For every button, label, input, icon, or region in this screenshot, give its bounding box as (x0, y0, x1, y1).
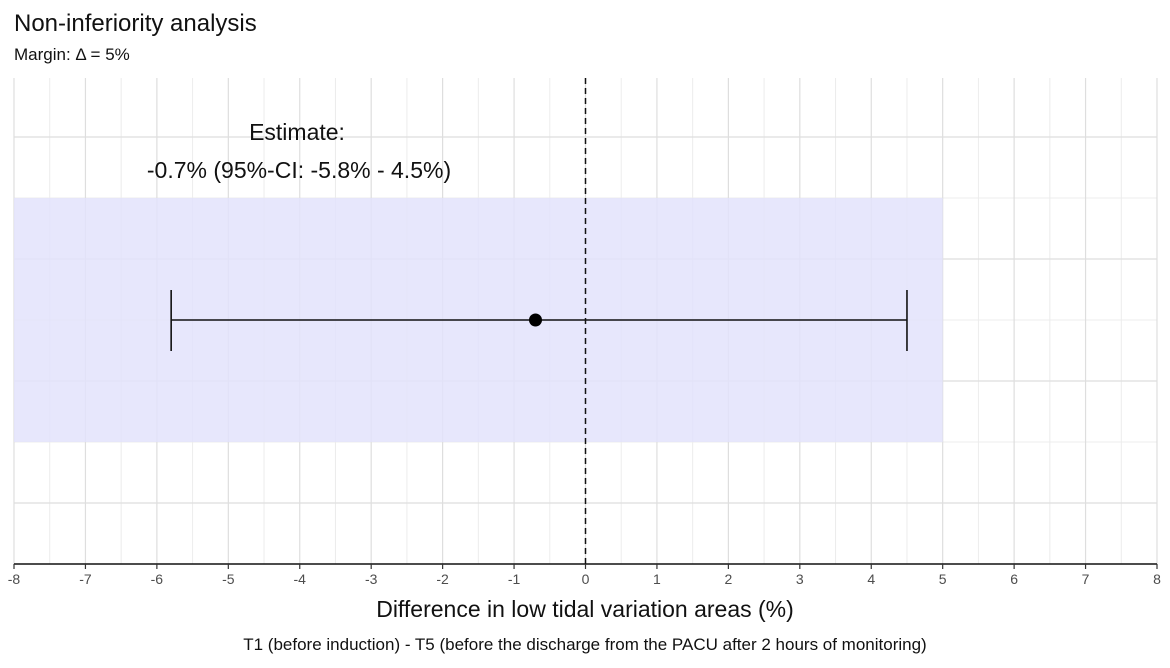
x-tick-label: 8 (1153, 571, 1161, 587)
x-tick-label: -5 (222, 571, 235, 587)
x-tick-label: 6 (1010, 571, 1018, 587)
x-axis-caption: T1 (before induction) - T5 (before the d… (243, 635, 927, 654)
annotation-label: Estimate: (249, 119, 345, 145)
x-axis-label: Difference in low tidal variation areas … (376, 596, 794, 622)
x-tick-label: -2 (436, 571, 449, 587)
x-axis-ticks: -8 -7 -6 -5 -4 -3 -2 -1 0 1 2 3 4 5 6 7 8 (8, 564, 1161, 587)
chart-subtitle: Margin: Δ = 5% (14, 45, 130, 64)
chart-title: Non-inferiority analysis (14, 10, 257, 37)
x-tick-label: 5 (939, 571, 947, 587)
x-tick-label: 2 (724, 571, 732, 587)
x-tick-label: 7 (1082, 571, 1090, 587)
x-tick-label: -3 (365, 571, 378, 587)
x-tick-label: -8 (8, 571, 21, 587)
x-tick-label: -1 (508, 571, 521, 587)
x-tick-label: 0 (582, 571, 590, 587)
annotation-estimate: -0.7% (95%-CI: -5.8% - 4.5%) (147, 157, 451, 183)
x-tick-label: -6 (151, 571, 164, 587)
x-tick-label: 1 (653, 571, 661, 587)
x-tick-label: -7 (79, 571, 92, 587)
x-tick-label: 3 (796, 571, 804, 587)
estimate-point (528, 313, 542, 327)
x-tick-label: 4 (867, 571, 875, 587)
x-tick-label: -4 (294, 571, 307, 587)
